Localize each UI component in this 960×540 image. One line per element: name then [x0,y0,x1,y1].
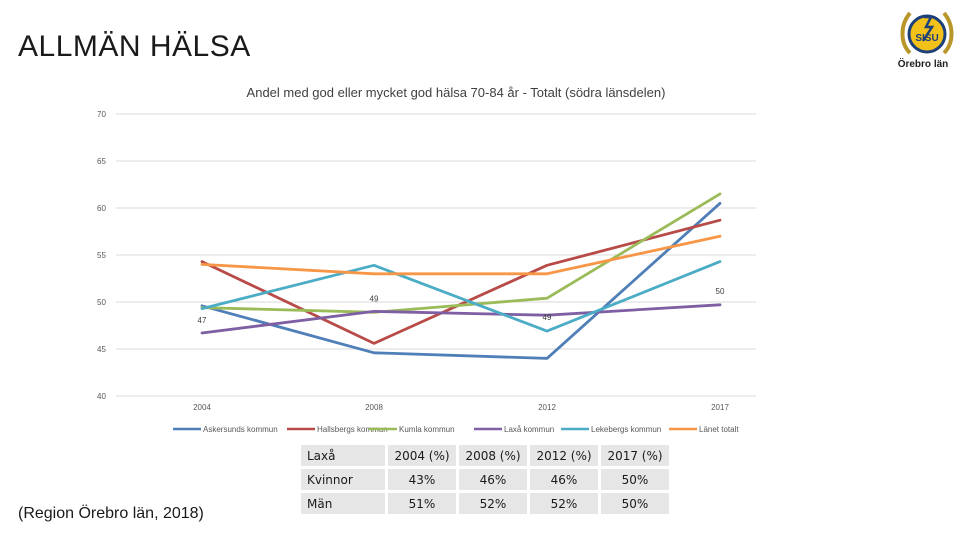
table-row: Kvinnor 43% 46% 46% 50% [301,469,669,490]
legend-label: Länet totalt [699,425,739,434]
legend-label: Lekebergs kommun [591,425,661,434]
table-row: Män 51% 52% 52% 50% [301,493,669,514]
x-tick-label: 2008 [365,403,383,412]
y-tick-label: 65 [97,157,106,166]
chart-title: Andel med god eller mycket god hälsa 70-… [247,85,666,100]
table-cell: 46% [530,469,598,490]
table-cell: 51% [388,493,456,514]
legend-label: Kumla kommun [399,425,455,434]
data-label: 49 [370,294,379,303]
legend-label: Askersunds kommun [203,425,278,434]
sisu-logo-icon: SISU [900,11,954,55]
y-tick-label: 50 [97,298,106,307]
data-label: 50 [716,287,725,296]
series-line-kumla-kommun [200,192,722,314]
table-cell: 52% [459,493,527,514]
source-caption: (Region Örebro län, 2018) [18,505,204,522]
x-tick-label: 2004 [193,403,211,412]
table-header-cell: 2008 (%) [459,445,527,466]
y-tick-label: 70 [97,110,106,119]
y-tick-label: 60 [97,204,106,213]
y-tick-label: 45 [97,345,106,354]
table-cell: 50% [601,469,669,490]
page-title: ALLMÄN HÄLSA [18,30,251,63]
legend-label: Laxå kommun [504,425,554,434]
y-tick-label: 40 [97,392,106,401]
table-cell: 46% [459,469,527,490]
series-line-hallsbergs-kommun [200,218,722,345]
table-cell: Kvinnor [301,469,385,490]
legend-label: Hallsbergs kommun [317,425,388,434]
table-cell: 52% [530,493,598,514]
logo-caption: Örebro län [897,59,949,70]
y-tick-label: 55 [97,251,106,260]
x-tick-label: 2012 [538,403,556,412]
series-line-lax-kommun [200,303,722,335]
table-cell: 43% [388,469,456,490]
series-line-l-net-totalt [200,234,722,276]
data-label: 49 [543,313,552,322]
table-header-cell: 2004 (%) [388,445,456,466]
table-header-cell: 2012 (%) [530,445,598,466]
data-label: 47 [198,316,207,325]
table-cell: 50% [601,493,669,514]
table-cell: Män [301,493,385,514]
laxa-table: Laxå 2004 (%) 2008 (%) 2012 (%) 2017 (%)… [298,442,672,517]
series-line-askersunds-kommun [200,201,722,360]
table-header-row: Laxå 2004 (%) 2008 (%) 2012 (%) 2017 (%) [301,445,669,466]
series-line-lekebergs-kommun [200,260,722,333]
table-header-cell: Laxå [301,445,385,466]
table-header-cell: 2017 (%) [601,445,669,466]
line-chart: Andel med god eller mycket god hälsa 70-… [97,85,756,434]
logo-badge-text: SISU [915,33,938,44]
x-tick-label: 2017 [711,403,729,412]
